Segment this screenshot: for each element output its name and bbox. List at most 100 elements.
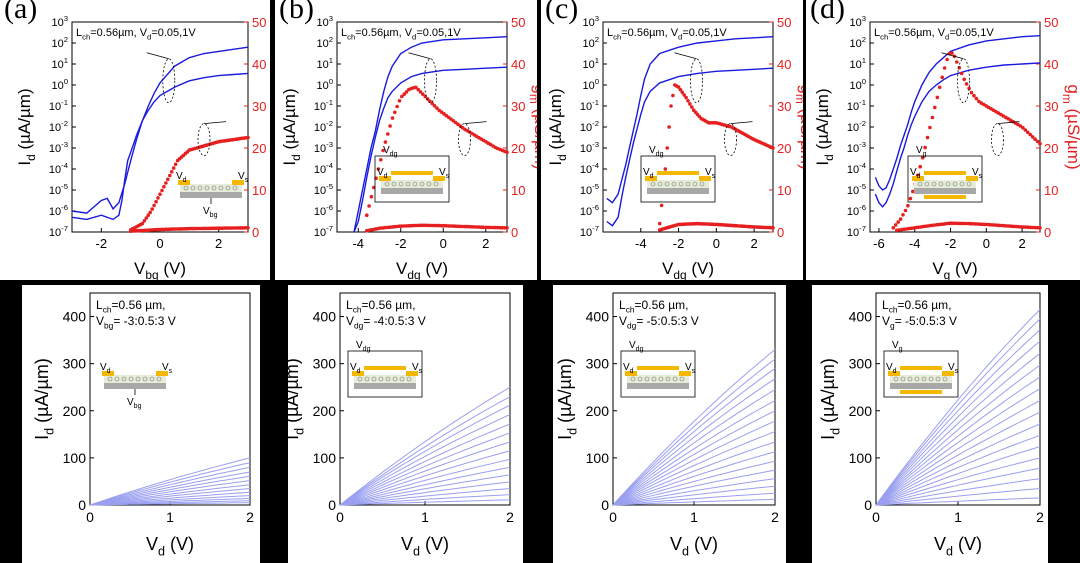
inset-lattice — [942, 376, 948, 382]
chart-g: 0 100 200 300 400 0 1 2 Vd (V) Id (µA/µm) Lch=0.56… — [555, 292, 779, 558]
output-curve-3 — [339, 414, 511, 506]
inset-lattice — [135, 376, 141, 382]
device-inset: Vd Vs Vg — [907, 145, 983, 203]
gm-point — [397, 99, 402, 103]
x-tick-label: 2 — [771, 509, 779, 525]
output-curve-1 — [875, 318, 1041, 506]
panel-g: 0 100 200 300 400 0 1 2 Vd (V) Id (µA/µm) Lch=0.56… — [553, 285, 786, 563]
inset-substrate — [180, 192, 242, 198]
y-tick-label-left: 101 — [51, 56, 68, 71]
inset-frame — [883, 350, 959, 398]
gm-point — [969, 90, 974, 95]
gm-point — [505, 150, 509, 154]
inset-contact — [232, 180, 244, 185]
gm-point — [162, 184, 166, 189]
output-curve-5 — [612, 399, 776, 506]
gm-point — [771, 146, 775, 150]
gm-point — [678, 87, 683, 92]
output-curve-7 — [612, 420, 776, 506]
gm-point — [386, 132, 390, 136]
inset-lattice — [935, 376, 941, 382]
gm-point — [925, 135, 930, 140]
y-tick-label-right: 10 — [1044, 183, 1058, 198]
inset-top-gate — [391, 171, 433, 175]
inset-top-gate — [657, 171, 699, 175]
gm-point — [1038, 142, 1042, 146]
gm-point — [400, 94, 404, 99]
y-tick-label-right: 0 — [252, 225, 259, 240]
y-tick-label: 200 — [63, 403, 87, 419]
inset-contact — [645, 176, 657, 181]
inset-label-vg: Vbg — [203, 206, 218, 219]
chart-f: 0 100 200 300 400 0 1 2 Vd (V) Id (µA/µm) Lch=0.56… — [288, 292, 514, 558]
output-curve-16 — [875, 488, 1041, 506]
y-tick-label-left: 10-5 — [314, 182, 333, 197]
gm-point — [671, 93, 675, 98]
x-tick-label: -4 — [909, 236, 921, 251]
output-curve-9 — [875, 411, 1041, 506]
output-curve-12 — [89, 502, 251, 506]
output-curves — [875, 309, 1041, 506]
gm-point — [974, 96, 979, 101]
inset-lattice — [378, 376, 384, 382]
y-tick-label: 0 — [78, 497, 86, 513]
inset-lattice — [900, 376, 906, 382]
panel-label-c: (c) — [545, 0, 579, 25]
gm-point — [937, 85, 942, 90]
y-tick-label-right: 30 — [777, 99, 791, 114]
y-tick-label: 400 — [586, 309, 610, 325]
y-tick-label-left: 10-5 — [49, 182, 68, 197]
inset-label-vg: Vdg — [356, 340, 371, 353]
output-curve-4 — [89, 475, 251, 506]
gm-series-3 — [128, 226, 250, 233]
annotation-line2: Vdg= -4:0.5:3 V — [346, 314, 426, 331]
gm-point — [430, 101, 434, 106]
gm-point — [972, 93, 976, 98]
inset-bottom-gate — [924, 195, 966, 199]
y-tick-label-left: 10-6 — [580, 203, 599, 218]
y-tick-label: 100 — [849, 450, 873, 466]
y-tick-label-left: 10-1 — [49, 98, 68, 113]
gm-point — [1023, 128, 1028, 132]
y-tick-label: 300 — [313, 356, 337, 372]
annotation-line1: Lch=0.56 µm, — [619, 298, 689, 315]
gm-point — [933, 105, 937, 110]
y-tick-label-left: 10-1 — [580, 98, 599, 113]
y-tick-label-left: 10-1 — [314, 98, 333, 113]
output-curve-11 — [612, 460, 776, 506]
gm-point — [964, 82, 969, 86]
y-axis-label: Id (µA/µm) — [288, 358, 306, 440]
gm-point — [421, 92, 425, 96]
y-tick-label-left: 102 — [51, 35, 68, 50]
inset-lattice — [664, 181, 670, 187]
device-inset: Vd Vs Vg — [883, 340, 959, 398]
y-axis-label-left: Id (µA/µm) — [546, 88, 569, 165]
gm-point — [930, 115, 935, 120]
gm-selector-ellipse — [724, 123, 737, 157]
output-curve-7 — [875, 388, 1041, 506]
x-tick-label: -4 — [635, 236, 647, 251]
inset-lattice — [156, 376, 162, 382]
gm-point — [379, 158, 383, 162]
y-tick-label-left: 103 — [51, 14, 68, 29]
gm-point — [911, 189, 915, 194]
inset-channel — [914, 180, 976, 188]
inset-top-gate — [900, 366, 942, 370]
inset-lattice — [392, 376, 398, 382]
inset-substrate — [914, 188, 976, 194]
inset-channel — [354, 375, 416, 383]
inset-contact — [888, 371, 900, 376]
output-curve-3 — [875, 340, 1041, 506]
gm-point — [680, 90, 685, 95]
inset-lattice — [692, 181, 698, 187]
output-curves — [339, 386, 511, 506]
y-tick-label-left: 103 — [849, 14, 866, 29]
inset-lattice — [938, 181, 944, 187]
panel-label-d: (d) — [810, 0, 845, 25]
inset-contact — [912, 176, 924, 181]
gm-point — [150, 207, 154, 211]
y-tick-label-left: 10-7 — [847, 224, 866, 239]
gm-point — [416, 87, 420, 92]
output-curve-1 — [612, 358, 776, 506]
gm-point — [432, 104, 437, 108]
